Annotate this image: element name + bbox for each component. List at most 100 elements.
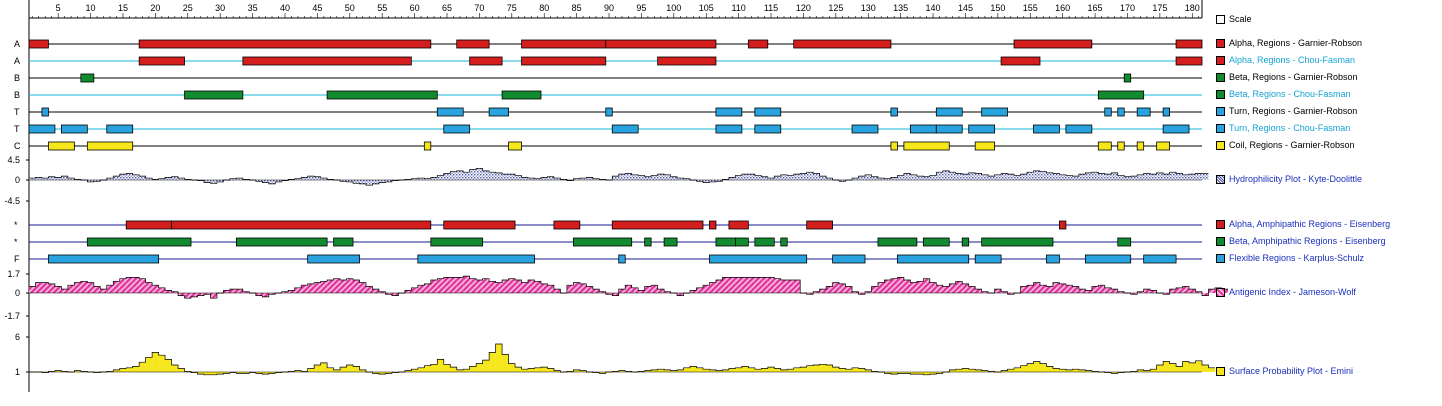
plot-bar [521,282,529,293]
plot-bar [1176,173,1183,180]
plot-bar [664,369,671,372]
plot-bar [353,180,360,184]
region-bar [1000,56,1041,66]
plot-bar [437,359,444,372]
plot-bar [346,278,354,293]
plot-bar [949,283,956,293]
legend-entry: Alpha, Amphipathic Regions - Eisenberg [1216,219,1440,230]
region-bar [48,254,160,264]
plot-bar [482,278,490,293]
plot-bar [216,372,224,375]
region-bar [1117,237,1132,247]
track-row-label: T [14,107,20,117]
plot-bar [1117,291,1125,293]
plot-bar [430,364,438,372]
plot-bar [942,170,950,180]
plot-bar [314,176,321,180]
plot-bar [612,293,619,296]
plot-bar [372,180,380,184]
plot-bar [294,370,302,372]
plot-bar [1001,370,1008,372]
legend-swatch [1216,288,1225,297]
plot-bar [540,283,548,293]
plot-axis-label: 4.5 [7,155,20,165]
plot-bar [1001,173,1008,180]
plot-bar [1111,289,1118,293]
plot-bar [320,362,328,372]
plot-bar [314,282,321,293]
plot-bar [877,282,885,293]
plot-bar [476,363,483,372]
plot-bar [566,285,574,293]
plot-bar [819,176,827,180]
plot-bar [1078,174,1086,180]
plot-bar [579,370,587,372]
plot-bar [203,372,211,375]
plot-bar [547,368,554,372]
track-turn-cf: T [14,124,1202,134]
plot-bar [132,277,140,293]
plot-bar [858,293,866,295]
plot-bar [644,370,652,372]
plot-bar [780,174,788,180]
region-bar [754,237,775,247]
plot-bar [910,282,917,293]
legend-entry: Surface Probability Plot - Emini [1216,366,1440,377]
plot-bar [268,372,276,374]
plot-bar [1091,286,1099,293]
plot-bar [618,370,626,372]
plot-bar [553,178,561,180]
plot-bar [1208,289,1216,293]
plot-bar [385,180,392,182]
plot-bar [702,285,710,293]
plot-bar [430,280,438,293]
ruler-tick-label: 5 [56,3,61,13]
legend-label: Turn, Regions - Garnier-Robson [1229,106,1358,116]
plot-bar [119,368,127,372]
plot-bar [1111,172,1118,180]
region-bar [443,220,516,230]
plot-bar [333,278,341,293]
plot-bar [1007,293,1015,295]
plot-bar [651,369,658,372]
ruler-tick-label: 40 [280,3,290,13]
plot-bar [1046,286,1053,293]
plot-bar [696,180,704,182]
plot-bar [301,177,308,180]
region-bar [605,39,717,49]
plot-bar [443,173,451,180]
plot-bar [242,372,250,374]
region-bar [754,124,782,134]
region-bar [605,107,613,117]
plot-bar [735,367,742,372]
plot-bar [631,174,639,180]
plot-bar [210,293,217,299]
plot-bar [385,293,392,295]
legend-entry: Hydrophilicity Plot - Kyte-Doolittle [1216,174,1440,185]
plot-hydro: 4.5 0 -4.5 [4,155,1209,206]
plot-bar [1189,289,1196,293]
plot-bar [839,180,846,182]
region-bar [1123,73,1132,83]
track-beta-amph: * [14,237,1202,247]
plot-bar [1078,369,1086,372]
plot-bar [203,293,211,295]
plot-bar [67,285,75,293]
plot-bar [178,178,185,180]
plot-bar [903,280,911,293]
plot-antigenic: 1.7 0 -1.7 [4,269,1228,321]
region-bar [909,124,937,134]
plot-bar [1202,365,1209,372]
plot-bar [1039,171,1047,180]
region-bar [28,39,49,49]
plot-bar [417,367,425,372]
region-bar [709,220,717,230]
legend-label: Turn, Regions - Chou-Fasman [1229,123,1351,133]
region-bar [961,237,970,247]
plot-bar [949,172,956,180]
region-bar [715,124,743,134]
region-bar [1059,220,1067,230]
plot-bar [359,369,367,372]
ruler: 5 10 15 20 25 30 35 40 45 50 55 60 65 70 75 80 85 90 95 100… [28,0,1203,392]
region-bar [572,237,633,247]
